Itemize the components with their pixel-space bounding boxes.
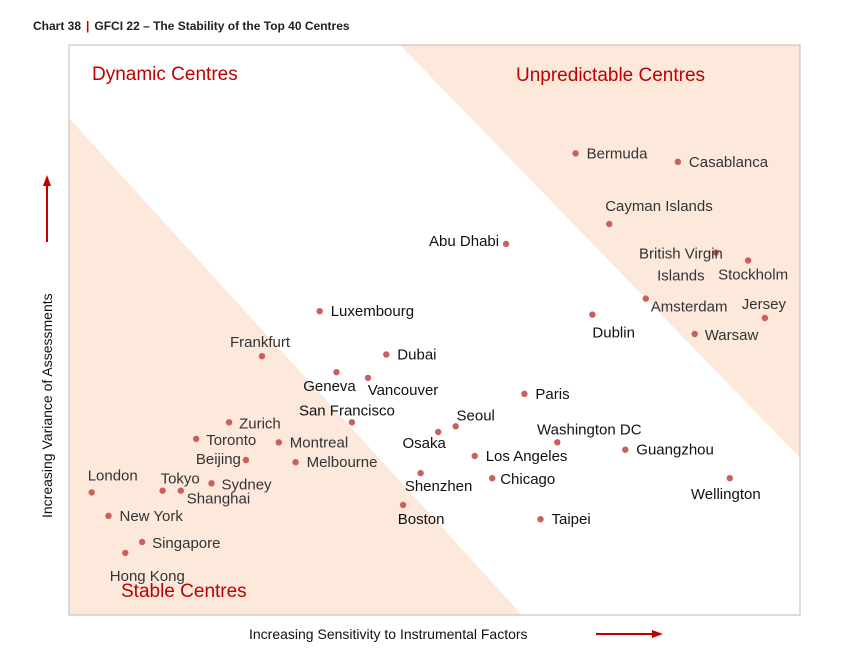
data-point xyxy=(159,487,166,494)
point-label: Frankfurt xyxy=(230,334,291,351)
data-point xyxy=(258,353,266,360)
x-axis-arrow-head xyxy=(652,630,663,638)
point-label: Shenzhen xyxy=(405,478,473,495)
point-label: Guangzhou xyxy=(636,442,714,459)
data-point xyxy=(572,150,579,157)
point-label: Singapore xyxy=(152,535,220,552)
data-point xyxy=(622,446,629,453)
data-point xyxy=(452,423,459,430)
data-points xyxy=(88,150,769,557)
data-point xyxy=(88,489,95,496)
chart-header: Chart 38 | GFCI 22 – The Stability of the … xyxy=(33,19,350,33)
point-label: Vancouver xyxy=(368,382,439,399)
point-label: London xyxy=(88,467,138,484)
zone-label-unpredictable: Unpredictable Centres xyxy=(516,65,705,86)
point-label: Paris xyxy=(535,386,569,403)
header-separator: | xyxy=(86,19,90,33)
y-axis-label: Increasing Variance of Assessments xyxy=(39,293,55,518)
data-point xyxy=(417,469,424,477)
data-point xyxy=(521,390,528,397)
data-point xyxy=(726,475,733,482)
point-label: Montreal xyxy=(290,434,348,451)
point-label: Abu Dhabi xyxy=(429,233,499,250)
point-label: Casablanca xyxy=(689,154,769,171)
data-point xyxy=(712,249,720,256)
point-label: Warsaw xyxy=(705,327,759,344)
point-label: Jersey xyxy=(742,296,787,313)
data-point xyxy=(554,439,561,446)
data-point xyxy=(435,428,442,436)
data-point xyxy=(105,512,112,519)
point-label: Toronto xyxy=(206,432,256,449)
point-label: Sydney xyxy=(222,476,273,493)
point-label: Dublin xyxy=(592,325,635,342)
point-label: Bermuda xyxy=(587,145,649,162)
zone-label-dynamic: Dynamic Centres xyxy=(92,64,238,85)
point-label: Wellington xyxy=(691,486,761,503)
point-label-line: Islands xyxy=(657,268,705,285)
data-point xyxy=(606,220,613,228)
point-label: Washington DC xyxy=(537,421,642,438)
data-point xyxy=(208,480,215,487)
point-label: Amsterdam xyxy=(651,299,728,316)
y-axis-arrow xyxy=(43,175,51,242)
data-point xyxy=(589,311,596,318)
point-label: Tokyo xyxy=(161,471,200,488)
point-label: Melbourne xyxy=(307,454,378,471)
chart-title: GFCI 22 – The Stability of the Top 40 Ce… xyxy=(94,19,350,33)
data-point xyxy=(333,369,340,376)
data-point xyxy=(348,419,356,426)
point-labels: Bermuda Casablanca Cayman Islands British V… xyxy=(88,145,788,585)
point-label: Luxembourg xyxy=(331,303,414,320)
data-point xyxy=(364,374,372,382)
data-point xyxy=(537,516,544,523)
point-label-line: British Virgin xyxy=(639,246,723,263)
point-label: British Virgin Islands xyxy=(639,246,723,285)
data-point xyxy=(225,419,233,426)
data-point xyxy=(471,452,478,460)
x-axis-arrow xyxy=(596,630,663,638)
data-point xyxy=(122,549,129,557)
data-point xyxy=(138,538,146,546)
y-axis-arrow-head xyxy=(43,175,51,186)
point-label: Taipei xyxy=(552,511,591,528)
point-label: Zurich xyxy=(239,415,281,432)
chart-number: Chart 38 xyxy=(33,19,82,33)
data-point xyxy=(399,501,407,509)
point-label: Osaka xyxy=(403,435,447,452)
data-point xyxy=(642,295,649,302)
data-point xyxy=(242,456,250,464)
data-point xyxy=(316,308,323,315)
point-label: Los Angeles xyxy=(486,448,568,465)
data-point xyxy=(292,459,299,466)
unpredictable-zone xyxy=(400,45,800,458)
data-point xyxy=(691,330,698,338)
data-point xyxy=(502,240,510,248)
point-label: Dubai xyxy=(397,347,436,364)
point-label: Seoul xyxy=(457,407,495,424)
data-point xyxy=(744,257,752,264)
data-point xyxy=(383,351,390,358)
point-label: Stockholm xyxy=(718,267,788,284)
data-point xyxy=(275,439,282,446)
zone-backgrounds xyxy=(69,45,800,615)
point-label: Geneva xyxy=(303,378,356,395)
zone-label-stable: Stable Centres xyxy=(121,581,247,602)
data-point xyxy=(761,314,769,322)
x-axis-label: Increasing Sensitivity to Instrumental F… xyxy=(249,626,528,642)
point-label: Shanghai xyxy=(187,491,250,508)
point-label: Hong Kong xyxy=(110,568,185,585)
point-label: San Francisco xyxy=(299,402,395,419)
plot-frame xyxy=(68,44,801,616)
point-label: Cayman Islands xyxy=(605,198,713,215)
point-label: Chicago xyxy=(500,471,555,488)
point-label: Boston xyxy=(398,511,445,528)
data-point xyxy=(177,487,184,494)
data-point xyxy=(489,475,496,482)
point-label: New York xyxy=(120,508,184,525)
data-point xyxy=(193,435,200,443)
data-point xyxy=(674,158,682,165)
point-label: Beijing xyxy=(196,451,241,468)
